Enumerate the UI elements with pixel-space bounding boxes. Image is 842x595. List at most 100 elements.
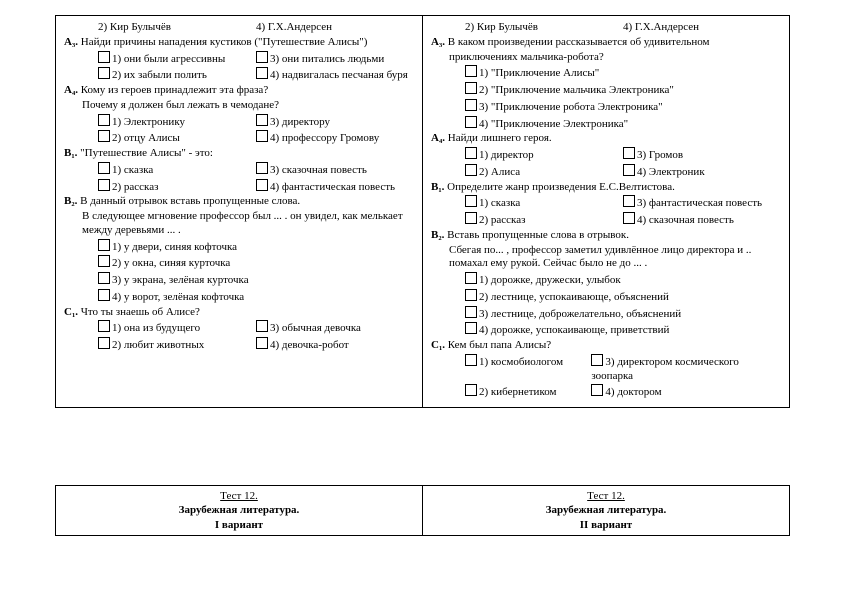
- opt: 1) сказка: [479, 197, 520, 209]
- opt: 4) надвигалась песчаная буря: [270, 69, 408, 81]
- checkbox-icon: [98, 162, 110, 174]
- footer-variant-right: II вариант: [580, 519, 632, 531]
- checkbox-icon: [465, 289, 477, 301]
- checkbox-icon: [465, 354, 477, 366]
- q-text: Что ты знаешь об Алисе?: [81, 306, 200, 318]
- opt: 1) дорожке, дружески, улыбок: [479, 274, 621, 286]
- opt: 3) директору: [270, 116, 330, 128]
- q-label: А₃.: [64, 36, 78, 48]
- footer-variant-left: I вариант: [215, 519, 263, 531]
- left-top-row: 2) Кир Булычёв 4) Г.Х.Андерсен: [64, 21, 414, 35]
- quiz-main-table: 2) Кир Булычёв 4) Г.Х.Андерсен А₃. Найди…: [55, 15, 790, 408]
- checkbox-icon: [98, 289, 110, 301]
- q-label: В₁.: [431, 181, 444, 193]
- checkbox-icon: [465, 212, 477, 224]
- opt: 4) профессору Громову: [270, 132, 379, 144]
- checkbox-icon: [256, 130, 268, 142]
- checkbox-icon: [98, 239, 110, 251]
- right-a4: А₄. Найди лишнего героя.: [431, 132, 781, 146]
- checkbox-icon: [623, 195, 635, 207]
- opt: 3) у экрана, зелёная курточка: [112, 274, 249, 286]
- opt: 4) Электроник: [637, 166, 705, 178]
- q-text: Найди причины нападения кустиков ("Путеш…: [81, 36, 368, 48]
- opt: 1) Электронику: [112, 116, 185, 128]
- checkbox-icon: [256, 179, 268, 191]
- checkbox-icon: [623, 147, 635, 159]
- opt: 1) у двери, синяя кофточка: [112, 241, 237, 253]
- q-text: В данный отрывок вставь пропущенные слов…: [80, 195, 300, 207]
- checkbox-icon: [256, 162, 268, 174]
- checkbox-icon: [623, 164, 635, 176]
- opt: 1) сказка: [112, 164, 153, 176]
- opt: 4) доктором: [605, 386, 661, 398]
- checkbox-icon: [98, 114, 110, 126]
- q-label: С₁.: [64, 306, 78, 318]
- opt: 1) "Приключение Алисы": [479, 67, 599, 79]
- q-text: Определите жанр произведения Е.С.Велтист…: [447, 181, 675, 193]
- checkbox-icon: [465, 384, 477, 396]
- opt: 2) лестнице, успокаивающе, объяснений: [479, 291, 669, 303]
- footer-left: Тест 12. Зарубежная литература. I вариан…: [56, 486, 423, 536]
- q-label: А₄.: [431, 132, 445, 144]
- opt: 2) их забыли полить: [112, 69, 207, 81]
- left-a3: А₃. Найди причины нападения кустиков ("П…: [64, 36, 414, 50]
- footer-right: Тест 12. Зарубежная литература. II вариа…: [423, 486, 790, 536]
- opt: 4) у ворот, зелёная кофточка: [112, 291, 244, 303]
- checkbox-icon: [591, 354, 603, 366]
- checkbox-icon: [465, 272, 477, 284]
- opt: 3) "Приключение робота Электроника": [479, 101, 663, 113]
- left-top-opt2: 2) Кир Булычёв: [98, 21, 256, 35]
- checkbox-icon: [623, 212, 635, 224]
- q-label: А₄.: [64, 84, 78, 96]
- opt: 4) сказочная повесть: [637, 214, 734, 226]
- checkbox-icon: [465, 164, 477, 176]
- q-sub: Почему я должен был лежать в чемодане?: [64, 99, 414, 113]
- opt: 2) у окна, синяя курточка: [112, 257, 230, 269]
- checkbox-icon: [98, 179, 110, 191]
- right-column: 2) Кир Булычёв 4) Г.Х.Андерсен А₃. В как…: [423, 16, 790, 408]
- opt: 3) фантастическая повесть: [637, 197, 762, 209]
- opt: 1) они были агрессивны: [112, 53, 225, 65]
- checkbox-icon: [256, 337, 268, 349]
- opt: 2) кибернетиком: [479, 386, 556, 398]
- q-label: В₂.: [64, 195, 77, 207]
- q-label: В₁.: [64, 147, 77, 159]
- checkbox-icon: [256, 67, 268, 79]
- q-text: Вставь пропущенные слова в отрывок.: [447, 229, 629, 241]
- opt: 2) отцу Алисы: [112, 132, 180, 144]
- left-c1: С₁. Что ты знаешь об Алисе?: [64, 306, 414, 320]
- opt: 2) "Приключение мальчика Электроника": [479, 84, 674, 96]
- q-text: Кому из героев принадлежит эта фраза?: [81, 84, 268, 96]
- opt: 1) директор: [479, 149, 534, 161]
- checkbox-icon: [465, 147, 477, 159]
- q-label: С₁.: [431, 339, 445, 351]
- q-sub: Сбегая по... , профессор заметил удивлён…: [431, 244, 781, 272]
- q-text: В каком произведении рассказывается об у…: [448, 36, 710, 48]
- right-c1: С₁. Кем был папа Алисы?: [431, 339, 781, 353]
- right-a3: А₃. В каком произведении рассказывается …: [431, 36, 781, 50]
- q-label: А₃.: [431, 36, 445, 48]
- checkbox-icon: [465, 195, 477, 207]
- opt: 3) сказочная повесть: [270, 164, 367, 176]
- checkbox-icon: [465, 82, 477, 94]
- right-b2: В₂. Вставь пропущенные слова в отрывок.: [431, 229, 781, 243]
- right-top-opt2: 2) Кир Булычёв: [465, 21, 623, 35]
- checkbox-icon: [465, 116, 477, 128]
- opt: 1) она из будущего: [112, 322, 200, 334]
- opt: 2) Алиса: [479, 166, 520, 178]
- checkbox-icon: [591, 384, 603, 396]
- checkbox-icon: [98, 67, 110, 79]
- opt: 4) фантастическая повесть: [270, 181, 395, 193]
- checkbox-icon: [465, 306, 477, 318]
- footer-title: Тест 12.: [220, 490, 258, 502]
- checkbox-icon: [256, 320, 268, 332]
- checkbox-icon: [256, 114, 268, 126]
- opt: 4) девочка-робот: [270, 339, 349, 351]
- opt: 3) лестнице, доброжелательно, объяснений: [479, 308, 681, 320]
- q-label: В₂.: [431, 229, 444, 241]
- checkbox-icon: [465, 99, 477, 111]
- checkbox-icon: [98, 255, 110, 267]
- checkbox-icon: [98, 320, 110, 332]
- left-b2: В₂. В данный отрывок вставь пропущенные …: [64, 195, 414, 209]
- checkbox-icon: [256, 51, 268, 63]
